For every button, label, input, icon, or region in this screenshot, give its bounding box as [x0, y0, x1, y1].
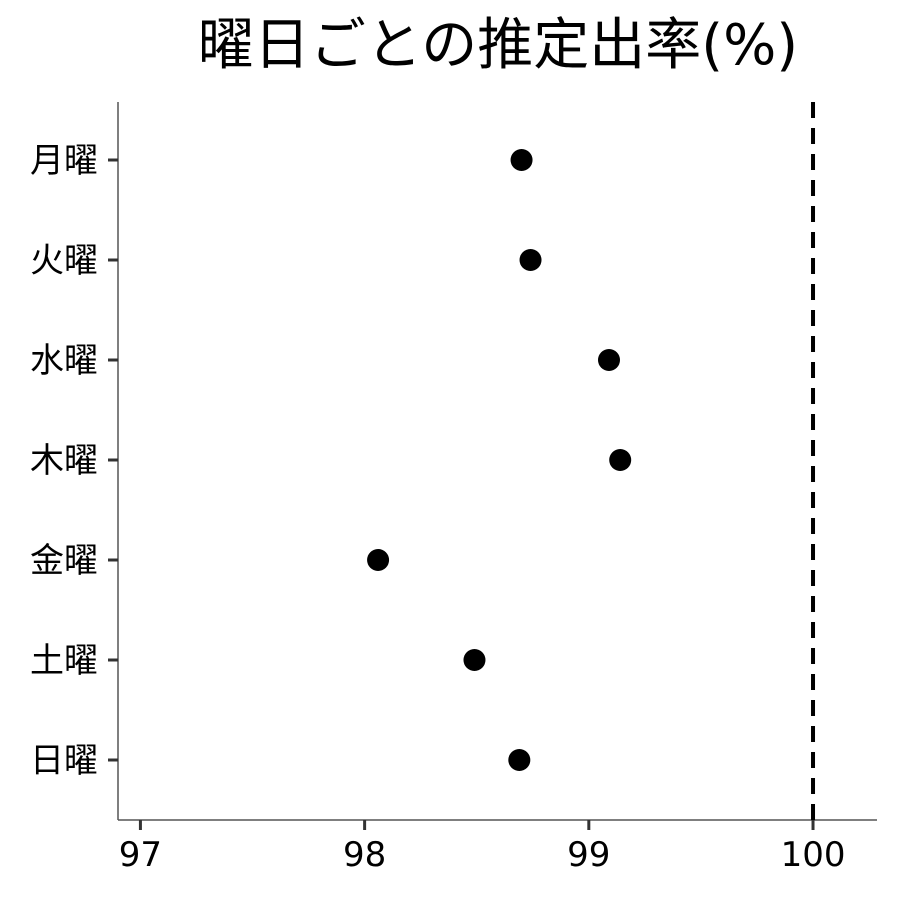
y-tick-label: 土曜: [30, 641, 98, 681]
x-tick-label: 100: [781, 835, 846, 875]
data-points: [367, 149, 632, 771]
data-point: [367, 549, 390, 571]
y-tick-label: 木曜: [30, 441, 98, 481]
y-tick-label: 火曜: [30, 241, 98, 281]
y-tick-label: 金曜: [30, 541, 98, 581]
chart-title: 曜日ごとの推定出率(%): [198, 13, 798, 78]
x-ticks: 97 98 99 100: [119, 820, 846, 875]
y-tick-label: 水曜: [30, 341, 98, 381]
data-point: [510, 149, 533, 171]
y-tick-label: 月曜: [30, 141, 98, 181]
data-point: [508, 749, 531, 771]
data-point: [597, 349, 620, 371]
x-tick-label: 98: [343, 835, 386, 875]
x-tick-label: 97: [119, 835, 162, 875]
y-tick-label: 日曜: [30, 741, 98, 781]
x-tick-label: 99: [567, 835, 610, 875]
data-point: [519, 249, 542, 271]
data-point: [463, 649, 486, 671]
data-point: [609, 449, 632, 471]
